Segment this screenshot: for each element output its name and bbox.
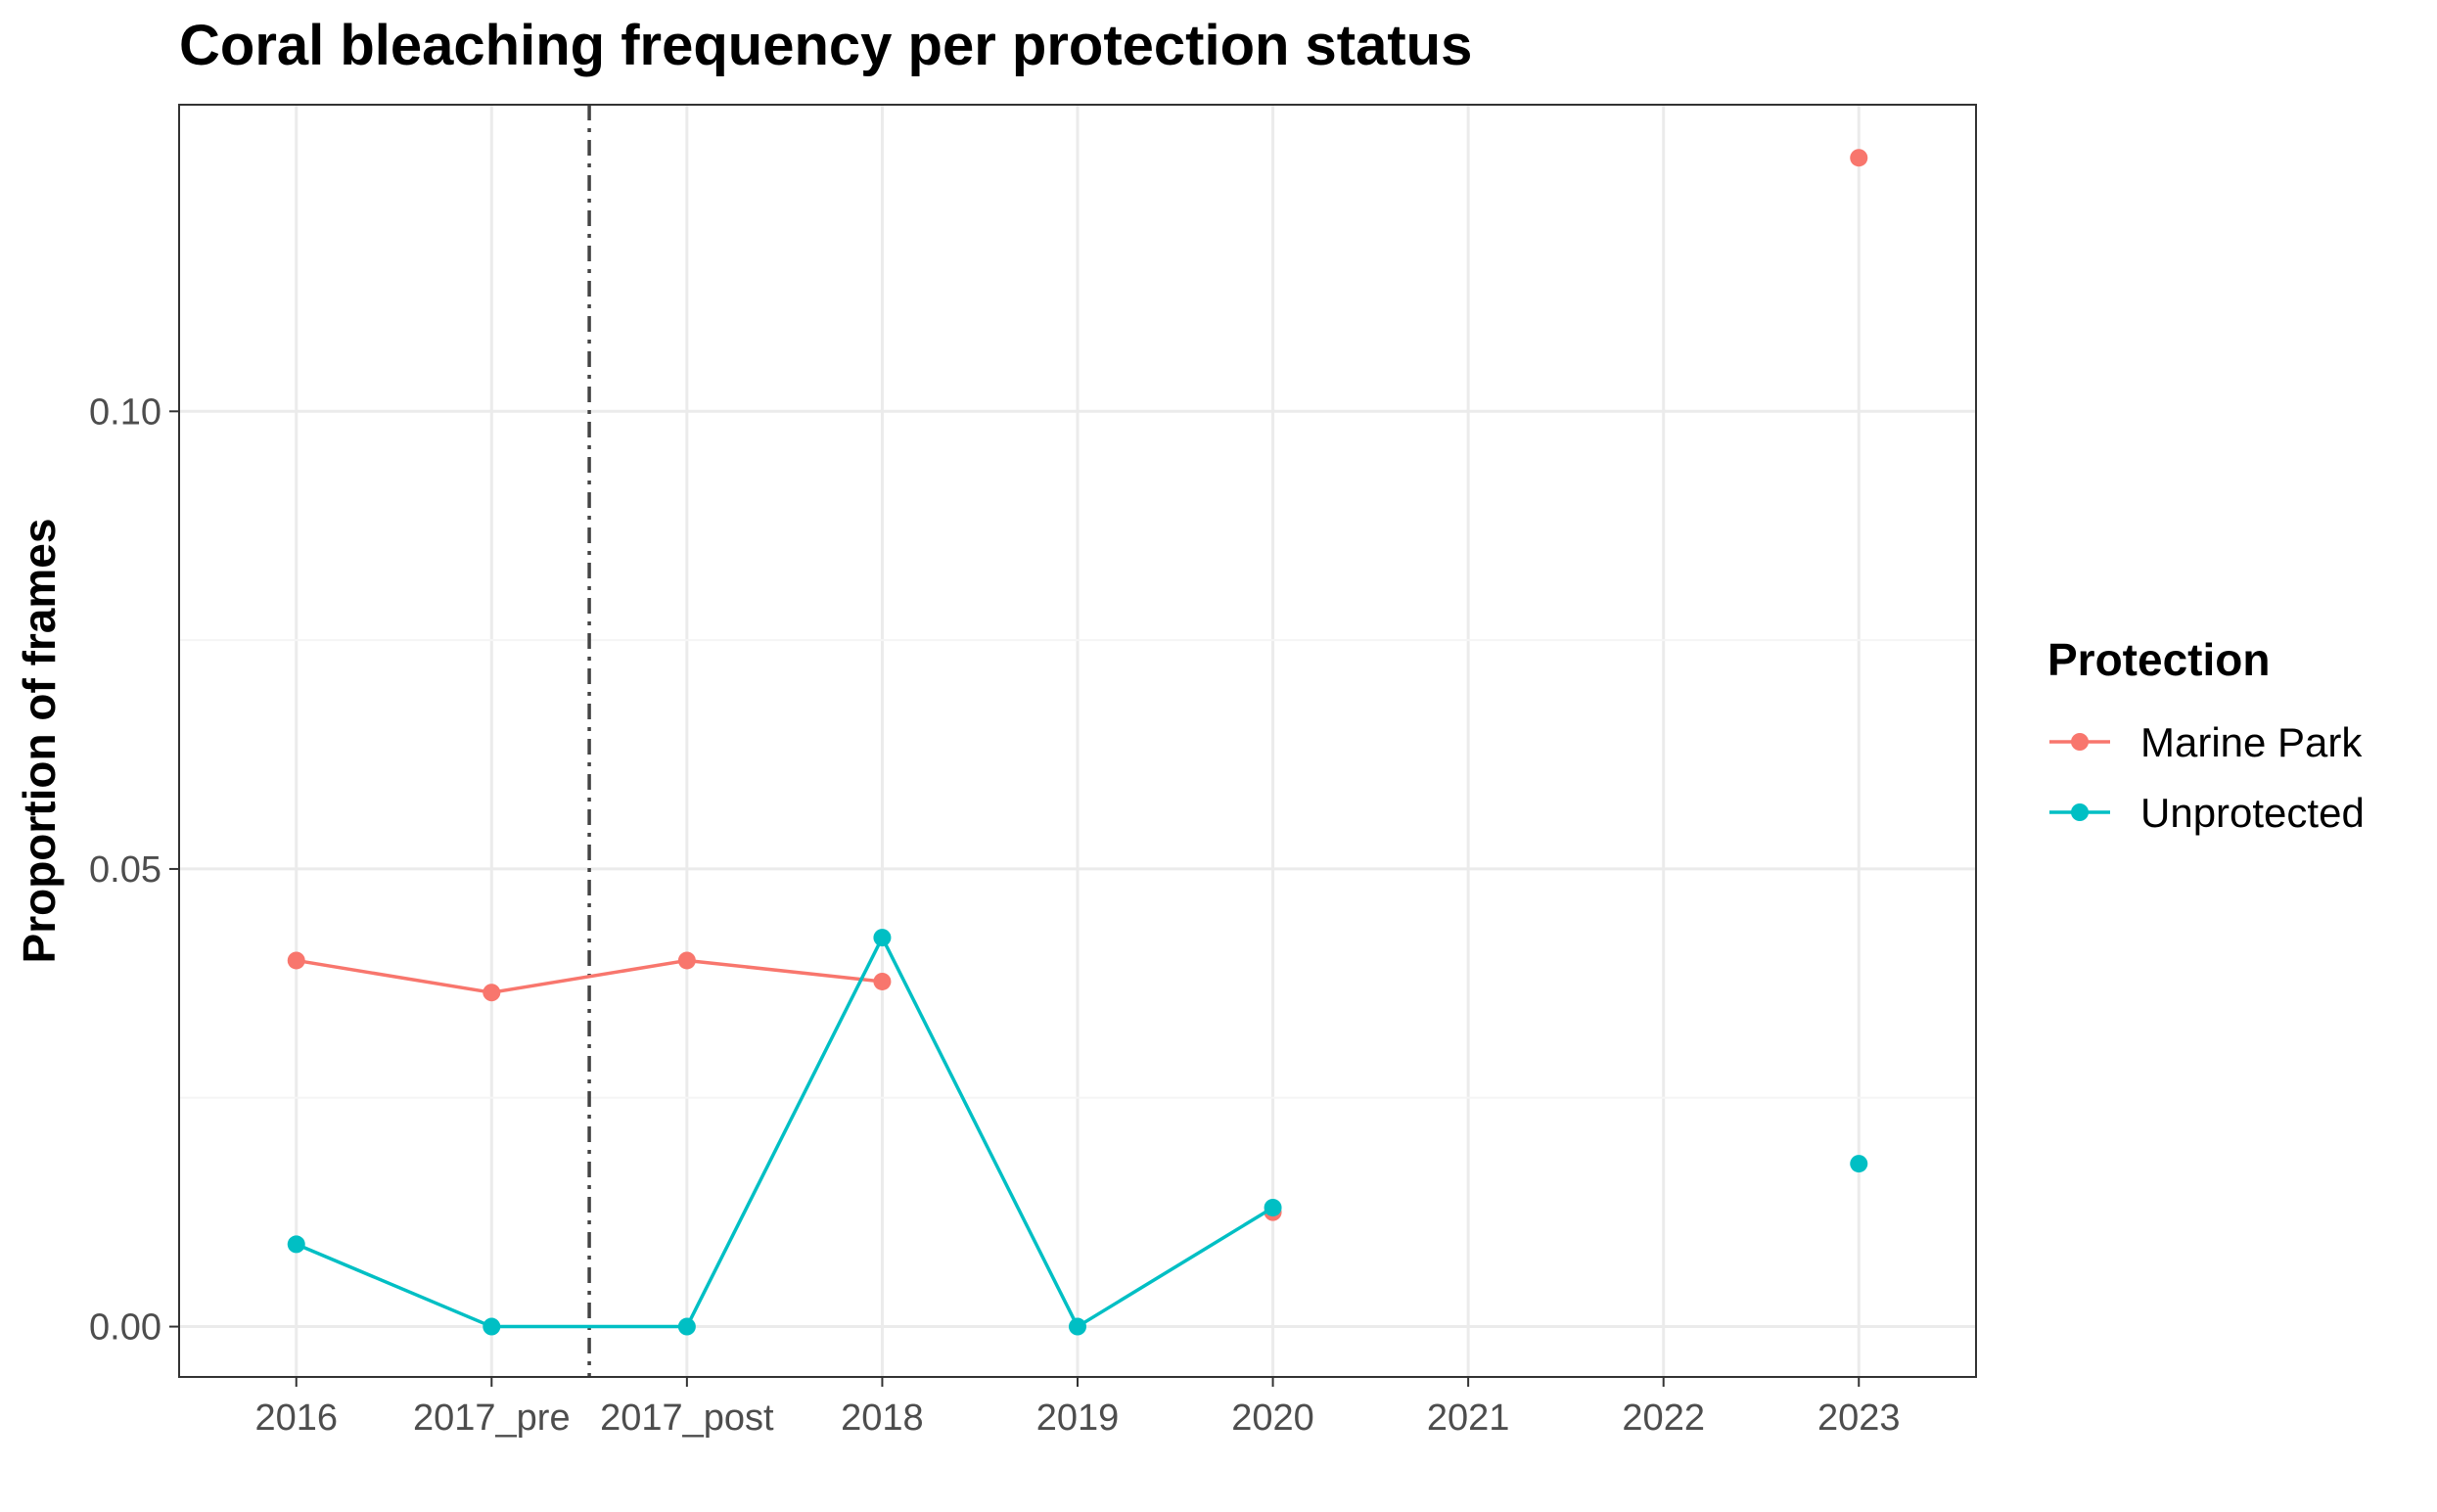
x-tick-label: 2018 — [841, 1397, 924, 1439]
legend-title: Protection — [2047, 634, 2270, 685]
series-segment-unprotected — [880, 937, 1080, 1328]
legend-label-marine-park: Marine Park — [2140, 719, 2363, 765]
x-tick-label: 2023 — [1817, 1397, 1901, 1439]
data-point-unprotected — [873, 929, 892, 947]
legend: Protection Marine Park Unprotected — [2047, 634, 2365, 836]
data-point-marine-park — [287, 951, 305, 970]
data-point-unprotected — [1264, 1198, 1282, 1216]
legend-item-marine-park: Marine Park — [2049, 719, 2363, 765]
legend-item-unprotected: Unprotected — [2049, 790, 2365, 836]
series-segment-unprotected — [296, 1242, 492, 1329]
data-point-unprotected — [1069, 1317, 1086, 1336]
legend-key-point-marine-park — [2071, 733, 2089, 751]
y-axis-title: Proportion of frames — [14, 519, 65, 964]
series-segment-marine-park — [686, 958, 883, 984]
y-tick-label: 0.05 — [89, 849, 161, 891]
data-point-unprotected — [1850, 1155, 1868, 1173]
data-point-marine-park — [483, 984, 501, 1002]
series-unprotected — [287, 929, 1868, 1336]
grid-layer — [179, 105, 1976, 1377]
data-point-unprotected — [483, 1317, 501, 1336]
data-point-marine-park — [677, 951, 696, 970]
y-tick-label: 0.00 — [89, 1307, 161, 1349]
x-tick-label: 2017_pre — [413, 1397, 571, 1439]
data-point-marine-park — [873, 972, 892, 990]
series-segment-marine-park — [296, 958, 492, 994]
x-tick-label: 2017_post — [600, 1397, 774, 1439]
series-segment-marine-park — [491, 958, 688, 994]
series-layer — [287, 149, 1868, 1336]
axis-layer: 0.00 0.05 0.10 2016 2017_pre 2017_post 2018 201… — [89, 391, 1901, 1439]
series-segment-unprotected — [1077, 1206, 1274, 1329]
series-segment-unprotected — [685, 937, 884, 1328]
legend-key-point-unprotected — [2071, 803, 2089, 821]
data-point-marine-park — [1850, 149, 1868, 167]
legend-label-unprotected: Unprotected — [2140, 790, 2365, 836]
x-tick-label: 2019 — [1036, 1397, 1120, 1439]
y-tick-label: 0.10 — [89, 391, 161, 433]
x-tick-label: 2022 — [1622, 1397, 1705, 1439]
data-point-unprotected — [287, 1235, 305, 1254]
chart-title: Coral bleaching frequency per protection… — [179, 14, 1472, 77]
series-marine-park — [287, 149, 1868, 1221]
x-tick-label: 2021 — [1427, 1397, 1510, 1439]
x-tick-label: 2016 — [254, 1397, 338, 1439]
x-tick-label: 2020 — [1231, 1397, 1314, 1439]
data-point-unprotected — [677, 1317, 696, 1336]
